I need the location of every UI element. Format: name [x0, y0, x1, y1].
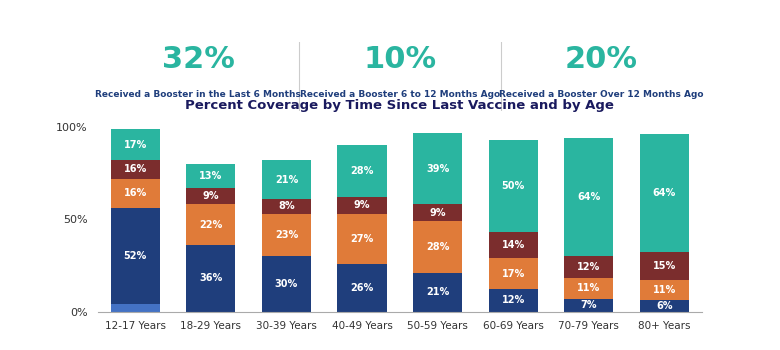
Text: 52%: 52% [124, 251, 147, 261]
Bar [564, 299, 613, 312]
Text: 9%: 9% [429, 208, 446, 218]
Bar [413, 273, 462, 312]
Bar [413, 133, 462, 204]
Text: 7%: 7% [580, 300, 597, 310]
Bar [186, 204, 236, 245]
Bar [640, 134, 689, 252]
Bar [488, 258, 537, 289]
Bar [640, 252, 689, 280]
Bar [338, 264, 387, 312]
Title: Percent Coverage by Time Since Last Vaccine and by Age: Percent Coverage by Time Since Last Vacc… [186, 99, 614, 112]
Text: 64%: 64% [577, 192, 601, 202]
Bar [186, 188, 236, 204]
Text: 32%: 32% [161, 46, 235, 75]
Text: 11%: 11% [653, 285, 675, 295]
Text: 9%: 9% [353, 201, 370, 210]
Text: 22%: 22% [199, 220, 222, 230]
Text: 11%: 11% [577, 284, 601, 293]
Bar [111, 304, 160, 312]
Bar [186, 164, 236, 188]
Bar [488, 289, 537, 312]
Text: 23%: 23% [275, 230, 298, 240]
Bar [262, 199, 311, 214]
Text: 17%: 17% [502, 269, 525, 279]
Text: 30%: 30% [275, 279, 298, 289]
Bar [338, 197, 387, 214]
Text: 28%: 28% [350, 166, 374, 176]
Bar [338, 214, 387, 264]
Text: 8%: 8% [278, 201, 295, 211]
Bar [564, 256, 613, 278]
Text: Received a Booster in the Last 6 Months: Received a Booster in the Last 6 Months [95, 90, 301, 99]
Text: 14%: 14% [502, 240, 525, 250]
Bar [262, 160, 311, 199]
Text: Received a Booster 6 to 12 Months Ago: Received a Booster 6 to 12 Months Ago [300, 90, 500, 99]
Bar [564, 278, 613, 299]
Text: 21%: 21% [426, 287, 449, 297]
Text: 36%: 36% [199, 273, 222, 283]
Text: 64%: 64% [653, 188, 675, 198]
Text: 39%: 39% [426, 163, 449, 174]
Bar [564, 138, 613, 256]
Text: 16%: 16% [124, 164, 147, 174]
Text: 28%: 28% [426, 242, 449, 252]
Text: 20%: 20% [565, 46, 638, 75]
Bar [111, 178, 160, 208]
Bar [111, 129, 160, 160]
Bar [186, 245, 236, 312]
Bar [488, 232, 537, 258]
Text: 21%: 21% [275, 175, 298, 184]
Text: 15%: 15% [653, 261, 675, 271]
Bar [111, 160, 160, 178]
Bar [338, 146, 387, 197]
Text: 12%: 12% [577, 262, 601, 272]
Text: 10%: 10% [363, 46, 436, 75]
Text: 26%: 26% [350, 282, 374, 293]
Bar [488, 140, 537, 232]
Bar [413, 221, 462, 273]
Text: 27%: 27% [350, 233, 374, 244]
Text: 16%: 16% [124, 188, 147, 198]
Bar [640, 300, 689, 312]
Bar [262, 256, 311, 312]
Bar [413, 204, 462, 221]
Bar [262, 214, 311, 256]
Text: Received a Booster Over 12 Months Ago: Received a Booster Over 12 Months Ago [499, 90, 704, 99]
Bar [111, 208, 160, 304]
Text: 13%: 13% [199, 171, 222, 181]
Text: 9%: 9% [203, 191, 219, 201]
Text: 6%: 6% [656, 301, 672, 311]
Bar [640, 280, 689, 300]
Text: 12%: 12% [502, 295, 525, 306]
Text: 50%: 50% [502, 181, 525, 191]
Text: 17%: 17% [124, 140, 147, 149]
